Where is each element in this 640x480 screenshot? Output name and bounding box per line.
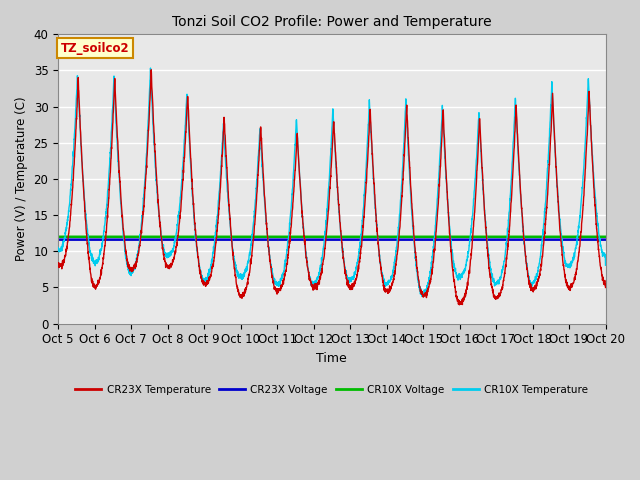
Legend: CR23X Temperature, CR23X Voltage, CR10X Voltage, CR10X Temperature: CR23X Temperature, CR23X Voltage, CR10X … bbox=[71, 381, 593, 399]
X-axis label: Time: Time bbox=[316, 352, 348, 365]
Title: Tonzi Soil CO2 Profile: Power and Temperature: Tonzi Soil CO2 Profile: Power and Temper… bbox=[172, 15, 492, 29]
Text: TZ_soilco2: TZ_soilco2 bbox=[61, 42, 129, 55]
Y-axis label: Power (V) / Temperature (C): Power (V) / Temperature (C) bbox=[15, 96, 28, 261]
